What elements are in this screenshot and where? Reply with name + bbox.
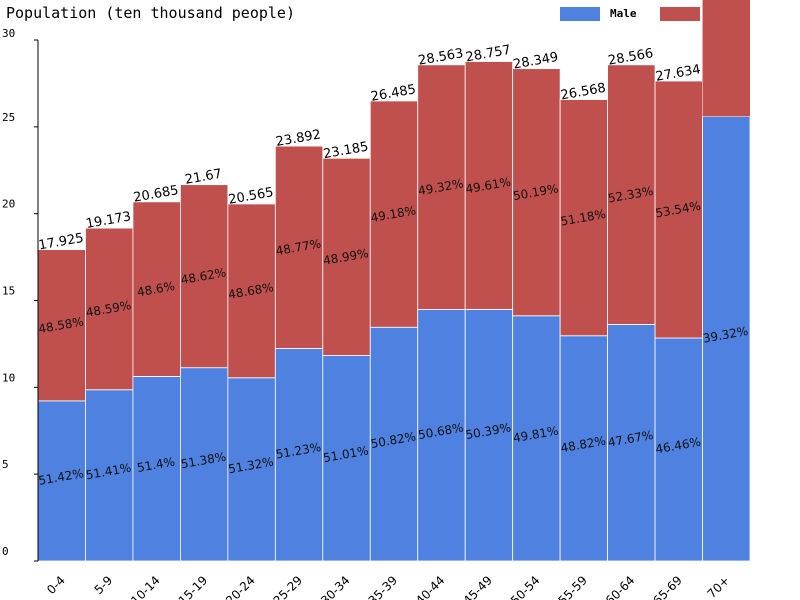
x-tick-label: 5-9 xyxy=(92,573,116,597)
bar-female-20-24 xyxy=(227,203,276,379)
y-tick-label: 10 xyxy=(2,371,15,384)
bar-female-50-54 xyxy=(512,68,561,317)
bar-male-30-34 xyxy=(322,355,371,562)
x-tick-label: 25-29 xyxy=(271,573,306,600)
bar-male-20-24 xyxy=(227,377,276,562)
bar-female-70+-overflow xyxy=(702,0,750,117)
bar-female-10-14 xyxy=(132,201,181,377)
x-tick-label: 0-4 xyxy=(44,573,68,597)
bar-male-35-39 xyxy=(369,326,419,562)
x-axis: 0-4 5-9 10-14 15-19 20-24 25-29 30-34 35-39 40-4… xyxy=(44,573,732,600)
y-tick-label: 0 xyxy=(2,545,9,558)
total-label: 21.67 xyxy=(184,167,223,188)
bar-female-40-44 xyxy=(417,64,466,310)
x-tick-label: 40-44 xyxy=(413,573,448,600)
y-tick-label: 30 xyxy=(2,27,15,40)
y-axis: 0 5 10 15 20 25 30 xyxy=(2,27,39,562)
bar-male-10-14 xyxy=(132,375,181,562)
x-tick-label: 70+ xyxy=(705,573,733,600)
bar-female-15-19 xyxy=(179,184,229,369)
y-tick-label: 15 xyxy=(2,285,15,298)
bar-male-65-69 xyxy=(654,337,703,562)
bar-male-70+ xyxy=(702,116,751,562)
bar-male-45-49 xyxy=(464,308,514,562)
x-tick-label: 50-54 xyxy=(508,573,543,600)
bar-female-35-39 xyxy=(369,100,419,328)
legend-swatch xyxy=(560,7,600,21)
legend-label: Male xyxy=(610,7,637,20)
bar-female-25-29 xyxy=(274,145,324,349)
x-tick-label: 30-34 xyxy=(318,573,353,600)
legend: MaleFemale xyxy=(560,0,750,117)
x-tick-label: 35-39 xyxy=(366,573,401,600)
x-tick-label: 10-14 xyxy=(128,573,163,600)
bar-female-30-34 xyxy=(322,157,371,356)
x-tick-label: 15-19 xyxy=(176,573,211,600)
bar-male-40-44 xyxy=(417,309,466,562)
bar-male-60-64 xyxy=(607,324,656,562)
y-tick-label: 20 xyxy=(2,198,15,211)
x-tick-label: 65-69 xyxy=(650,573,685,600)
y-tick-label: 25 xyxy=(2,111,15,124)
bar-male-15-19 xyxy=(179,367,229,562)
x-tick-label: 45-49 xyxy=(460,573,495,600)
bar-female-0-4 xyxy=(37,249,86,402)
bar-female-5-9 xyxy=(85,227,134,391)
bar-male-0-4 xyxy=(37,400,86,562)
bar-male-55-59 xyxy=(559,335,609,562)
female-pct-label: 48.6% xyxy=(136,279,176,299)
bars-layer xyxy=(37,39,751,562)
legend-swatch xyxy=(660,7,700,21)
x-tick-label: 20-24 xyxy=(223,573,258,600)
x-tick-label: 55-59 xyxy=(555,573,590,600)
male-pct-label: 51.4% xyxy=(136,455,176,475)
bar-female-65-69 xyxy=(654,80,703,339)
chart-title: Population (ten thousand people) xyxy=(6,4,295,22)
bar-male-50-54 xyxy=(512,315,561,562)
bar-female-45-49 xyxy=(464,61,514,310)
y-tick-label: 5 xyxy=(2,458,9,471)
x-tick-label: 60-64 xyxy=(603,573,638,600)
